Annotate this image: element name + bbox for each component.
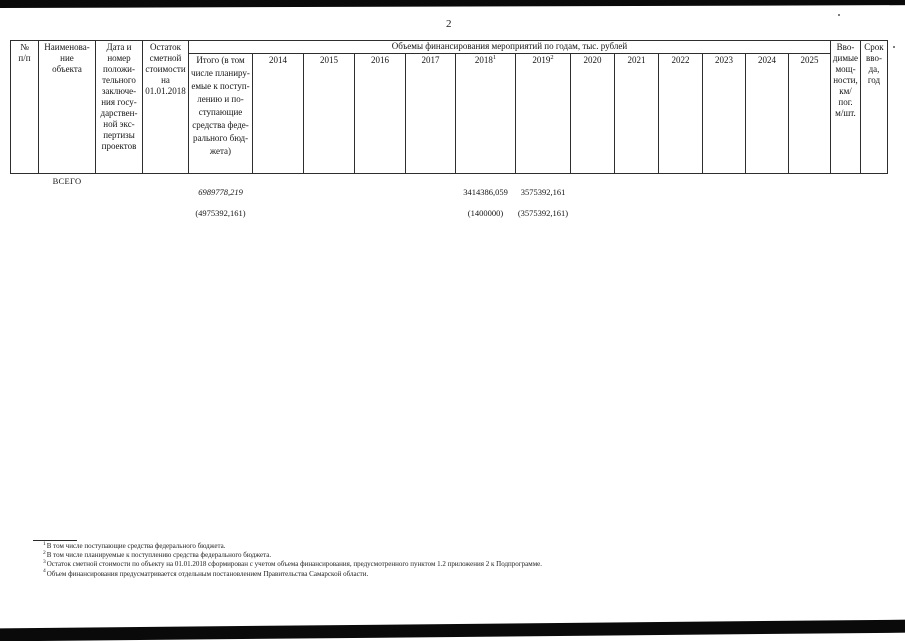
col-header-remainder: Остаток сметной стоимости на 01.01.2018 [142, 40, 189, 174]
amount-2018-line1: 3414386,059 [463, 186, 508, 197]
table-row-total: ВСЕГО 6989778,219 (4975392,161) 3414386,… [11, 174, 888, 229]
col-header-num: № п/п [10, 40, 39, 174]
col-header-year-2021: 2021 [614, 53, 659, 174]
col-header-year-2020: 2020 [570, 53, 615, 174]
cell-2020-empty [571, 174, 615, 229]
cell-capacity-empty [831, 174, 861, 229]
cell-2024-empty [746, 174, 789, 229]
footnote-2: 2В том числе планируемые к поступлению с… [43, 549, 272, 560]
col-header-year-2017: 2017 [405, 53, 456, 174]
total-amount-line1: 6989778,219 [198, 186, 243, 197]
footnote-3: 3Остаток сметной стоимости по объекту на… [43, 559, 542, 569]
cell-2022-empty [659, 174, 703, 229]
scan-speck [893, 46, 895, 48]
cell-2021-empty [615, 174, 659, 229]
col-header-year-2019: 20192 [515, 53, 571, 174]
cell-remainder-empty [143, 174, 189, 229]
footnote-1: 1В том числе поступающие средства федера… [43, 540, 226, 550]
scan-speck [838, 14, 840, 16]
cell-2018-amount: 3414386,059 (1400000) [456, 174, 516, 229]
col-header-year-2024: 2024 [745, 53, 789, 174]
cell-commissioning-empty [861, 174, 888, 229]
page-number: 2 [446, 18, 452, 30]
total-amount-line2: (4975392,161) [195, 207, 246, 218]
col-header-year-2016: 2016 [354, 53, 406, 174]
cell-2015-empty [304, 174, 355, 229]
cell-expertise-empty [96, 174, 143, 229]
col-header-year-2018: 20181 [455, 53, 516, 174]
amount-2018-line2: (1400000) [467, 207, 504, 218]
cell-2023-empty [703, 174, 746, 229]
financing-by-years-table: № п/п Наименова- ние объекта Дата и номе… [10, 40, 888, 229]
col-header-expertise: Дата и номер положи- тельного заключе- н… [95, 40, 143, 174]
col-header-year-2015: 2015 [303, 53, 355, 174]
col-header-year-2025: 2025 [788, 53, 831, 174]
col-header-year-2022: 2022 [658, 53, 703, 174]
amount-2019-line2: (3575392,161) [517, 207, 569, 218]
col-header-commissioning-year: Срок вво- да, год [860, 40, 888, 174]
cell-2014-empty [253, 174, 304, 229]
cell-2025-empty [789, 174, 831, 229]
top-scan-artifact-bar [0, 0, 905, 8]
cell-2019-amount: 3575392,161 (3575392,161) [516, 174, 571, 229]
footnote-separator-line [33, 540, 77, 541]
footnotes-block: 1В том числе поступающие средства федера… [43, 540, 542, 579]
amount-2019-line1: 3575392,161 [520, 186, 566, 197]
col-header-year-2023: 2023 [702, 53, 746, 174]
cell-2017-empty [406, 174, 456, 229]
col-header-capacity: Вво- димые мощ- ности, км/ пог. м/шт. [830, 40, 861, 174]
bottom-scan-artifact-bar [0, 619, 905, 641]
cell-2016-empty [355, 174, 406, 229]
banner-financing-volumes: Объемы финансирования мероприятий по год… [188, 40, 831, 54]
cell-total-amount: 6989778,219 (4975392,161) [189, 174, 253, 229]
col-header-object-name: Наименова- ние объекта [38, 40, 96, 174]
col-header-year-2014: 2014 [252, 53, 304, 174]
footnote-4: 4Объем финансирования предусматривается … [43, 568, 369, 578]
col-header-total: Итого (в том числе планиру- емые к посту… [188, 53, 253, 174]
cell-total-label: ВСЕГО [52, 176, 82, 186]
cell-num-empty [11, 174, 39, 229]
